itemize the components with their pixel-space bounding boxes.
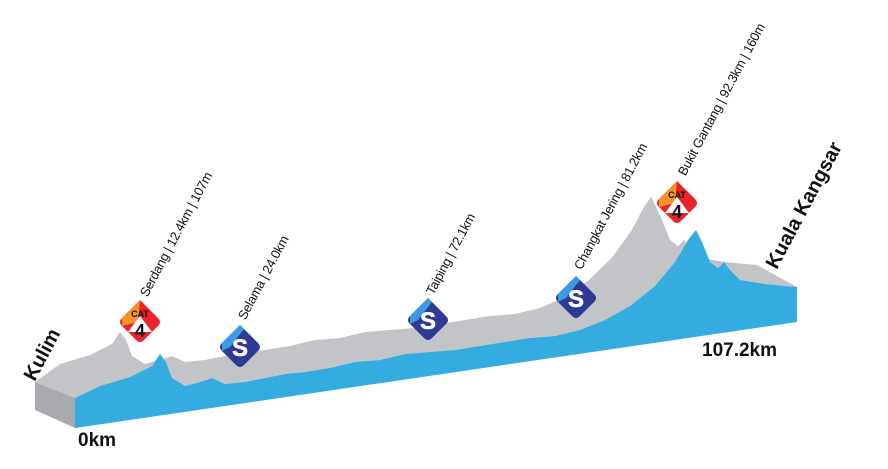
svg-text:4: 4 [135, 321, 145, 341]
climb-badge-serdang: CAT 4 [120, 300, 160, 342]
terrain-top [35, 196, 797, 398]
svg-text:S: S [568, 286, 584, 313]
sprint-badge-taiping: S [408, 298, 448, 340]
start-distance: 0km [78, 430, 117, 451]
elevation-profile [75, 230, 797, 428]
finish-distance: 107.2km [702, 340, 778, 361]
svg-text:S: S [232, 335, 248, 362]
sprint-badge-selama: S [220, 325, 260, 367]
svg-text:S: S [420, 308, 436, 335]
terrain-side [35, 382, 75, 428]
sprint-badge-changkat-jering: S [556, 276, 596, 318]
climb-badge-bukit-gantang: CAT 4 [657, 181, 697, 223]
svg-text:CAT: CAT [131, 309, 149, 319]
svg-text:4: 4 [672, 202, 682, 222]
svg-text:CAT: CAT [668, 190, 686, 200]
